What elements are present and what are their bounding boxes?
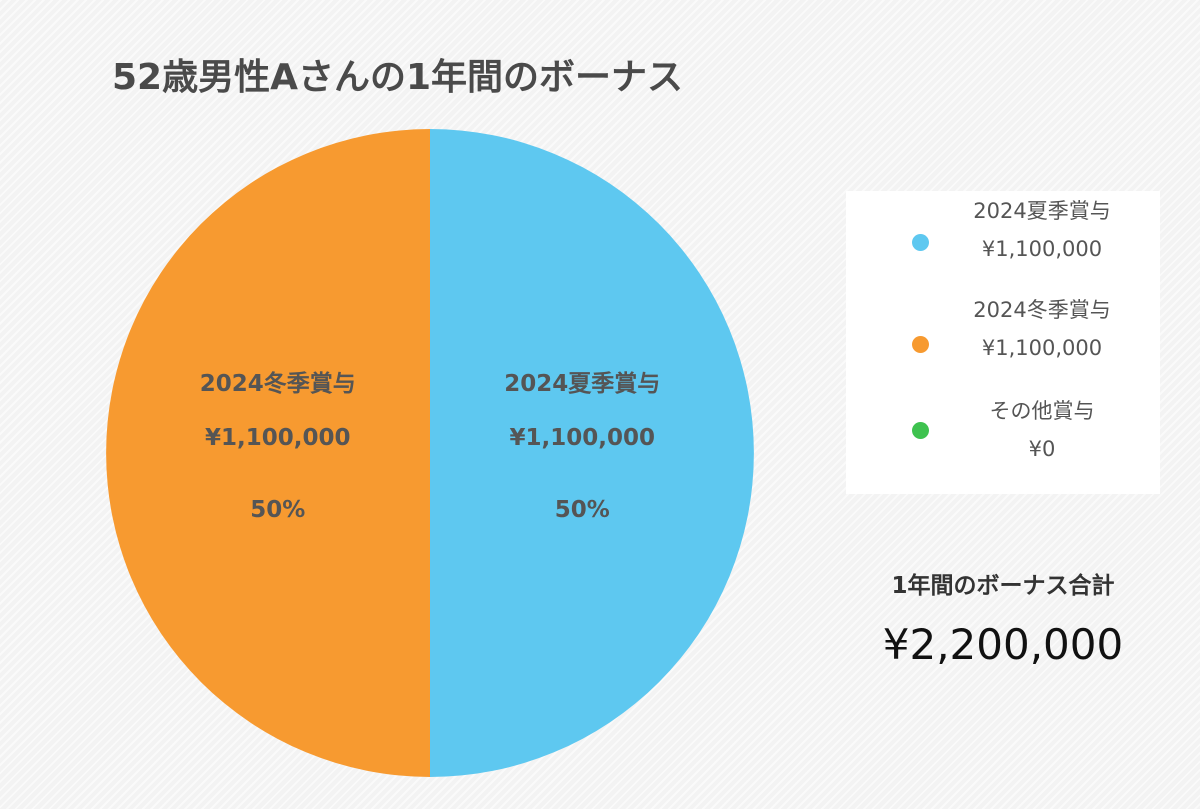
slice-label-name-winter: 2024冬季賞与: [200, 370, 356, 397]
total-value: ¥2,200,000: [882, 620, 1124, 669]
legend-label-winter: 2024冬季賞与: [973, 298, 1111, 322]
slice-label-percent-winter: 50%: [250, 497, 305, 523]
pie-slices: [106, 129, 754, 777]
legend-item-winter[interactable]: 2024冬季賞与 ¥1,100,000: [846, 290, 1160, 390]
chart-title: 52歳男性Aさんの1年間のボーナス: [112, 57, 684, 98]
slice-label-percent-summer: 50%: [555, 497, 610, 523]
pie-slice-winter[interactable]: [106, 129, 430, 777]
legend-marker-summer: [912, 234, 929, 251]
slice-label-value-winter: ¥1,100,000: [205, 425, 351, 451]
legend-marker-other: [912, 422, 929, 439]
legend: 2024夏季賞与 ¥1,100,000 2024冬季賞与 ¥1,100,000 …: [846, 191, 1160, 494]
pie-slice-summer[interactable]: [430, 129, 754, 777]
slice-label-name-summer: 2024夏季賞与: [504, 370, 660, 397]
legend-item-summer[interactable]: 2024夏季賞与 ¥1,100,000: [846, 191, 1160, 291]
legend-value-other: ¥0: [1028, 437, 1056, 461]
total-label: 1年間のボーナス合計: [891, 573, 1115, 599]
pie-slice-labels: 2024夏季賞与 ¥1,100,000 50% 2024冬季賞与 ¥1,100,000 5…: [200, 370, 661, 523]
legend-value-winter: ¥1,100,000: [981, 336, 1103, 360]
legend-marker-winter: [912, 336, 929, 353]
slice-label-value-summer: ¥1,100,000: [510, 425, 656, 451]
legend-label-summer: 2024夏季賞与: [973, 199, 1111, 223]
legend-label-other: その他賞与: [989, 399, 1095, 423]
legend-item-other[interactable]: その他賞与 ¥0: [846, 391, 1160, 491]
legend-value-summer: ¥1,100,000: [981, 237, 1103, 261]
